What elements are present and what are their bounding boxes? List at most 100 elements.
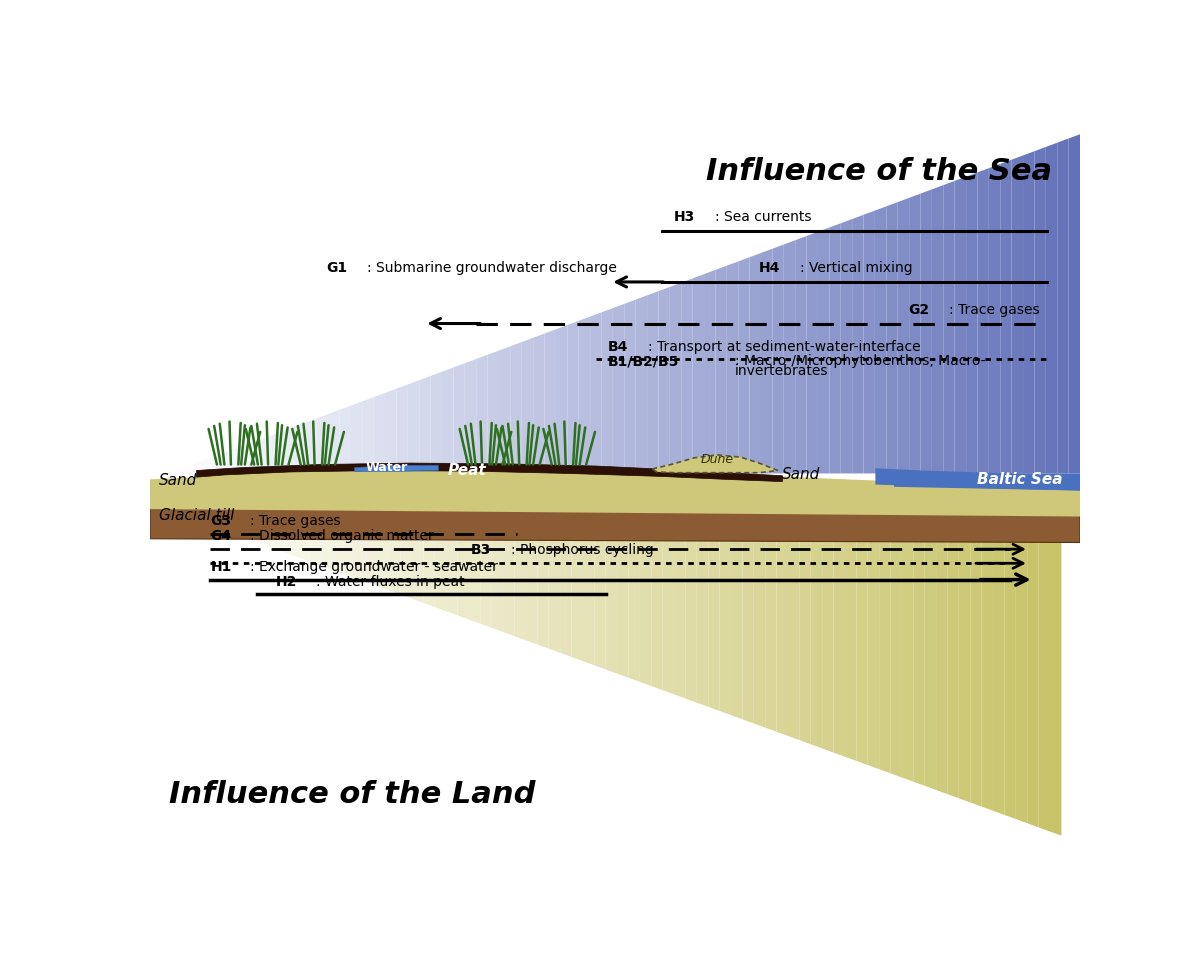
Polygon shape [868,503,880,769]
Polygon shape [864,210,875,473]
Polygon shape [545,330,556,473]
Polygon shape [320,503,332,570]
Polygon shape [743,503,754,723]
Polygon shape [538,503,548,649]
Polygon shape [1027,503,1039,827]
Polygon shape [401,503,412,599]
Polygon shape [259,436,271,473]
Polygon shape [875,206,887,473]
Polygon shape [971,503,982,807]
Polygon shape [662,503,674,694]
Text: : Phosphorus cycling: : Phosphorus cycling [511,544,654,557]
Polygon shape [203,457,214,473]
Polygon shape [773,245,784,473]
Polygon shape [594,503,606,669]
Text: B4: B4 [607,340,628,354]
Polygon shape [355,466,438,471]
Text: : Trace gases: : Trace gases [251,514,341,527]
Text: H4: H4 [760,261,780,276]
Polygon shape [515,503,526,640]
Polygon shape [994,503,1004,815]
Polygon shape [613,304,624,473]
Polygon shape [659,287,670,473]
Polygon shape [248,440,259,473]
Polygon shape [841,219,852,473]
Polygon shape [902,503,913,782]
Polygon shape [966,173,978,473]
Polygon shape [180,465,191,473]
Polygon shape [1039,503,1050,832]
Polygon shape [727,261,738,473]
Polygon shape [568,321,578,473]
Polygon shape [434,503,446,611]
Text: B3: B3 [470,544,491,557]
Polygon shape [606,503,617,674]
Polygon shape [955,176,966,473]
Polygon shape [355,503,366,582]
Polygon shape [818,228,829,473]
Polygon shape [526,503,538,645]
Text: Baltic Sea: Baltic Sea [977,472,1062,487]
Polygon shape [419,376,431,473]
Polygon shape [1034,147,1046,473]
Text: : Sea currents: : Sea currents [714,210,811,224]
Text: : Dissolved organic matter: : Dissolved organic matter [251,529,434,544]
Polygon shape [829,224,841,473]
Text: : Macro-/Microphytobenthos, Macro-: : Macro-/Microphytobenthos, Macro- [734,354,985,368]
Polygon shape [424,503,434,607]
Polygon shape [150,468,1080,517]
Polygon shape [910,194,920,473]
Polygon shape [317,415,328,473]
Polygon shape [890,503,902,778]
Polygon shape [533,334,545,473]
Polygon shape [1004,503,1016,819]
Text: G4: G4 [210,529,232,544]
Polygon shape [692,274,704,473]
Polygon shape [1016,503,1027,823]
Polygon shape [629,503,640,682]
Polygon shape [640,503,652,686]
Polygon shape [784,240,796,473]
Text: Glacial till: Glacial till [160,507,235,522]
Polygon shape [647,291,659,473]
Text: : Water fluxes in peat: : Water fluxes in peat [316,576,464,589]
Polygon shape [522,337,533,473]
Polygon shape [510,342,522,473]
Polygon shape [959,503,971,802]
Polygon shape [624,300,636,473]
Polygon shape [806,231,818,473]
Polygon shape [674,503,685,699]
Polygon shape [264,503,275,549]
Polygon shape [206,503,218,528]
Polygon shape [396,385,408,473]
Polygon shape [898,198,910,473]
Polygon shape [499,346,510,473]
Polygon shape [653,455,778,472]
Polygon shape [457,503,469,620]
Polygon shape [845,503,857,761]
Polygon shape [229,503,241,536]
Polygon shape [857,503,868,765]
Polygon shape [697,503,708,707]
Polygon shape [685,503,697,703]
Polygon shape [173,503,184,516]
Polygon shape [197,463,782,482]
Polygon shape [480,503,492,628]
Text: Influence of the Sea: Influence of the Sea [706,157,1052,186]
Polygon shape [738,257,750,473]
Polygon shape [408,380,419,473]
Polygon shape [913,503,925,786]
Text: G3: G3 [210,514,232,527]
Text: Peat: Peat [448,463,486,478]
Polygon shape [446,503,457,615]
Text: H2: H2 [276,576,296,589]
Polygon shape [652,503,662,690]
Polygon shape [761,249,773,473]
Text: invertebrates: invertebrates [734,363,828,378]
Polygon shape [236,443,248,473]
Polygon shape [601,308,613,473]
Polygon shape [340,406,350,473]
Polygon shape [332,503,343,574]
Polygon shape [252,503,264,545]
Polygon shape [720,503,731,715]
